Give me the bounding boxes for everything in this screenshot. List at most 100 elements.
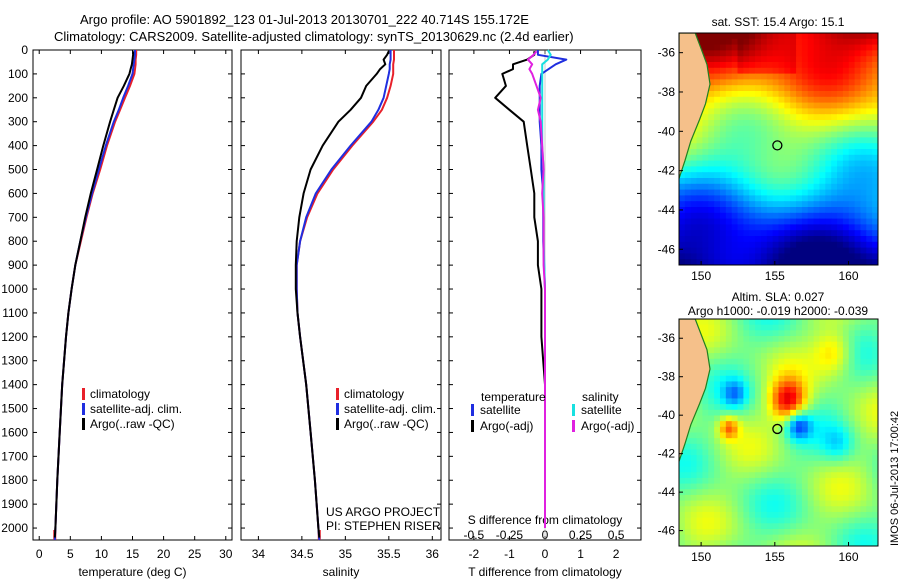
map-cell bbox=[866, 224, 873, 231]
map-cell bbox=[837, 56, 844, 63]
map-cell bbox=[848, 506, 856, 513]
map-cell bbox=[772, 364, 780, 371]
map-cell bbox=[796, 336, 803, 343]
map-cell bbox=[725, 102, 733, 109]
map-cell bbox=[825, 114, 832, 121]
map-cell bbox=[807, 137, 815, 144]
map-cell bbox=[866, 108, 873, 115]
map-cell bbox=[796, 230, 803, 237]
map-cell bbox=[819, 421, 826, 428]
map-cell bbox=[854, 33, 862, 40]
map-cell bbox=[766, 120, 774, 127]
map-cell bbox=[842, 370, 850, 377]
map-cell bbox=[819, 387, 826, 394]
map-cell bbox=[766, 79, 774, 86]
map-cell bbox=[731, 259, 739, 265]
map-cell bbox=[719, 449, 727, 456]
map-cell bbox=[860, 494, 867, 502]
map-cell bbox=[731, 96, 739, 104]
map-cell bbox=[831, 483, 838, 490]
map-cell bbox=[831, 432, 838, 439]
map-cell bbox=[743, 166, 750, 173]
map-cell bbox=[679, 230, 686, 237]
map-cell bbox=[684, 528, 692, 536]
map-cell bbox=[690, 421, 698, 428]
map-cell bbox=[702, 511, 709, 519]
map-cell bbox=[760, 324, 768, 331]
map-cell bbox=[831, 67, 838, 75]
map-cell bbox=[760, 523, 768, 530]
map-cell bbox=[766, 241, 774, 249]
map-cell bbox=[796, 253, 803, 260]
series-line-temperature-black bbox=[494, 51, 546, 528]
map-cell bbox=[778, 62, 785, 69]
map-cell bbox=[696, 201, 704, 208]
map-cell bbox=[684, 517, 692, 524]
map-cell bbox=[813, 347, 821, 354]
map-cell bbox=[790, 540, 797, 546]
map-cell bbox=[813, 319, 821, 326]
map-cell bbox=[837, 67, 844, 75]
map-cell bbox=[854, 489, 862, 496]
map-cell bbox=[696, 218, 704, 225]
map-cell bbox=[702, 517, 709, 524]
map-cell bbox=[749, 154, 756, 162]
map-cell bbox=[825, 364, 832, 371]
map-cell bbox=[819, 189, 826, 196]
map-cell bbox=[755, 91, 762, 98]
map-cell bbox=[872, 33, 878, 40]
map-cell bbox=[831, 404, 838, 411]
map-cell bbox=[854, 364, 862, 371]
map-cell bbox=[737, 477, 744, 485]
map-cell bbox=[854, 506, 862, 513]
map-cell bbox=[825, 172, 832, 179]
map-cell bbox=[772, 483, 780, 490]
map-cell bbox=[848, 319, 856, 326]
map-cell bbox=[790, 236, 797, 243]
map-cell bbox=[743, 432, 750, 439]
map-cell bbox=[731, 494, 739, 502]
map-cell bbox=[743, 62, 750, 69]
map-cell bbox=[725, 212, 733, 220]
map-cell bbox=[807, 166, 815, 173]
map-cell bbox=[807, 178, 815, 185]
map-cell bbox=[819, 443, 826, 451]
map-cell bbox=[813, 358, 821, 365]
map-cell bbox=[755, 466, 762, 473]
map-cell bbox=[854, 534, 862, 541]
map-cell bbox=[860, 212, 867, 220]
map-cell bbox=[837, 114, 844, 121]
map-cell bbox=[766, 494, 774, 502]
map-cell bbox=[749, 259, 756, 265]
map-cell bbox=[725, 455, 733, 462]
map-cell bbox=[801, 336, 809, 343]
map-cell bbox=[813, 120, 821, 127]
map-cell bbox=[719, 33, 727, 40]
map-cell bbox=[719, 370, 727, 377]
map-cell bbox=[860, 409, 867, 417]
map-cell bbox=[819, 523, 826, 530]
map-x-tick-label: 150 bbox=[691, 269, 711, 283]
map-cell bbox=[866, 466, 873, 473]
map-cell bbox=[819, 166, 826, 173]
map-cell bbox=[825, 324, 832, 331]
series-line-argo-raw-qc--black bbox=[53, 51, 135, 538]
map-cell bbox=[766, 381, 774, 388]
map-cell bbox=[819, 409, 826, 417]
map-cell bbox=[825, 466, 832, 473]
map-cell bbox=[854, 409, 862, 417]
map-cell bbox=[866, 67, 873, 75]
map-cell bbox=[679, 195, 686, 202]
map-cell bbox=[825, 358, 832, 365]
map-cell bbox=[842, 319, 850, 326]
map-cell bbox=[708, 489, 715, 496]
map-cell bbox=[702, 259, 709, 265]
map-cell bbox=[866, 143, 873, 150]
map-cell bbox=[784, 183, 791, 191]
map-cell bbox=[801, 443, 809, 451]
map-cell bbox=[842, 143, 850, 150]
map-cell bbox=[679, 534, 686, 541]
map-cell bbox=[813, 460, 821, 468]
map-cell bbox=[813, 137, 821, 144]
map-cell bbox=[749, 460, 756, 468]
